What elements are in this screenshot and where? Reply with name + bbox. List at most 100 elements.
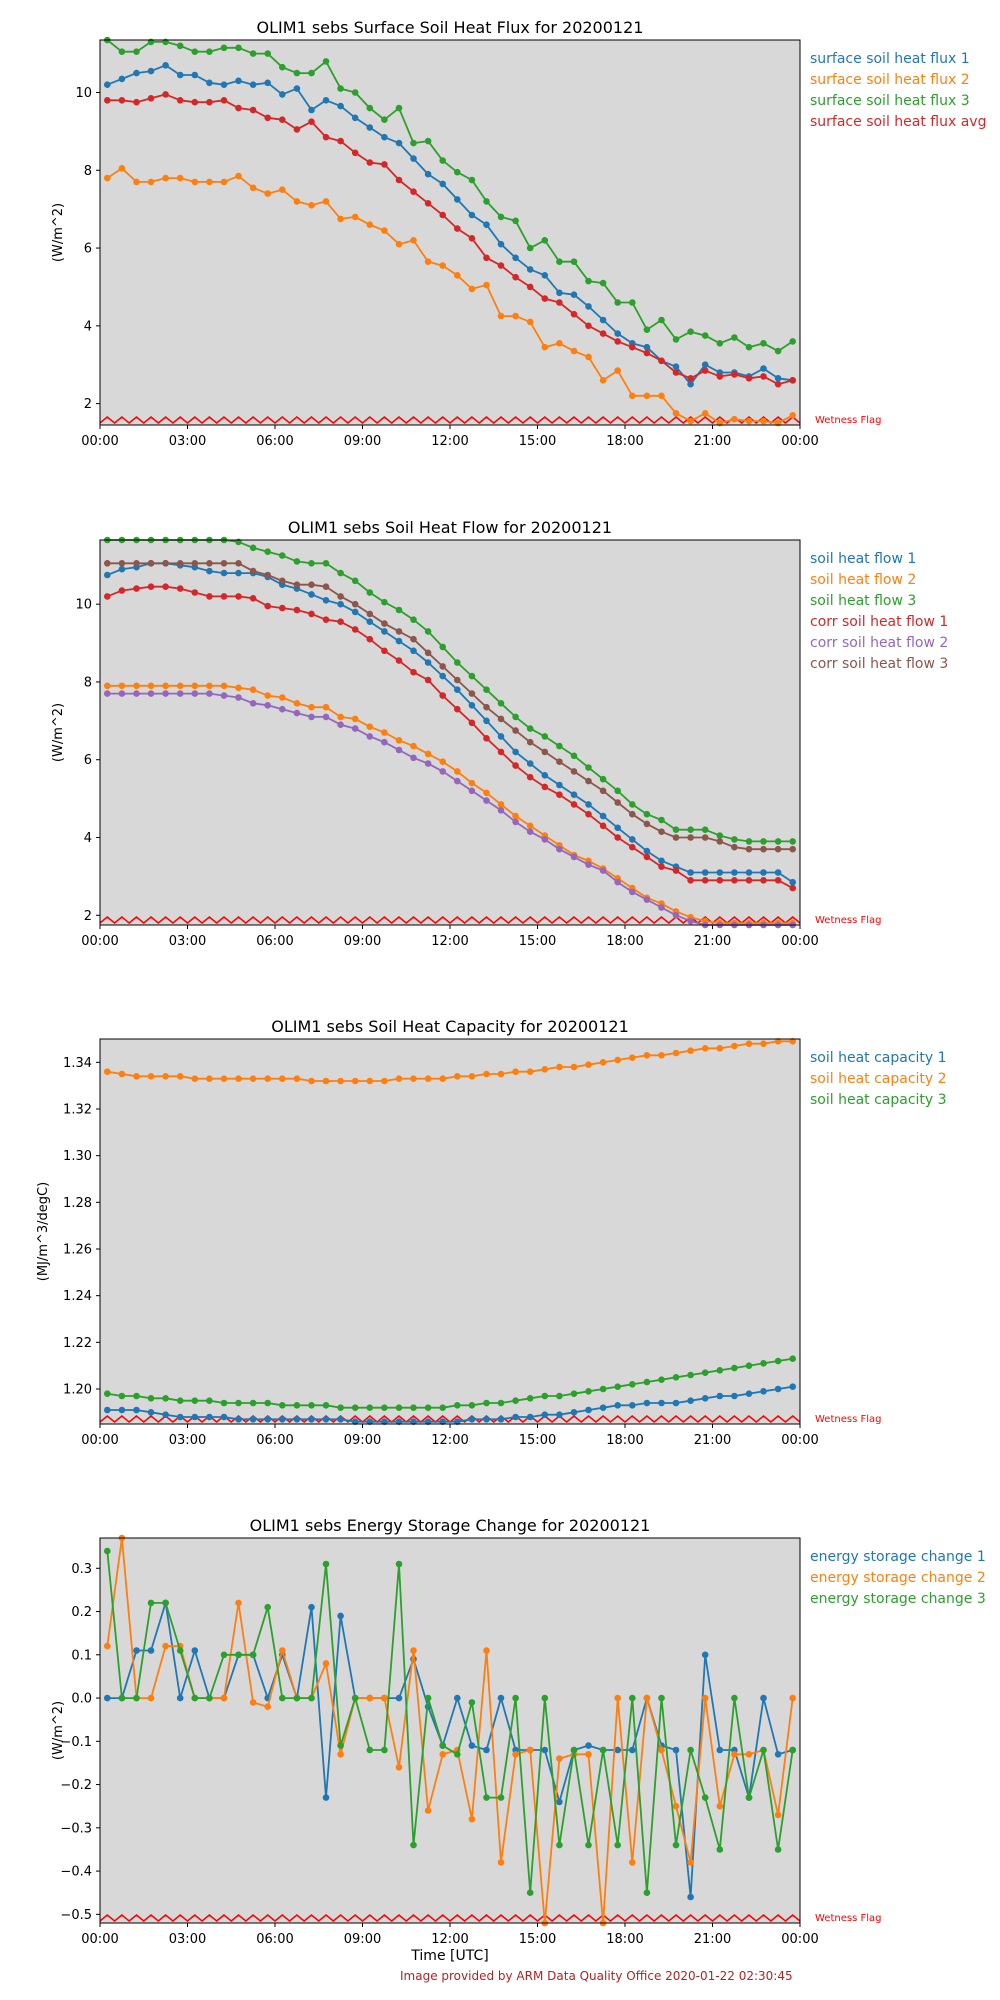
data-point: [279, 694, 286, 701]
data-point: [395, 1418, 403, 1425]
data-point: [731, 334, 738, 341]
data-point: [541, 1066, 549, 1073]
data-point: [191, 48, 199, 55]
data-point: [468, 672, 476, 680]
data-point: [118, 1392, 126, 1400]
data-point: [308, 560, 315, 567]
data-point: [395, 176, 403, 184]
data-point: [454, 272, 461, 279]
data-point: [235, 569, 242, 577]
data-point: [614, 824, 621, 832]
data-point: [293, 1694, 301, 1702]
data-point: [191, 690, 199, 697]
y-tick-label: 6: [84, 753, 92, 768]
data-point: [308, 703, 315, 711]
data-point: [483, 1070, 490, 1078]
data-point: [570, 1409, 578, 1416]
x-tick-label: 18:00: [606, 1433, 643, 1448]
data-point: [308, 610, 315, 618]
data-point: [760, 877, 767, 884]
data-point: [206, 48, 213, 55]
data-point: [147, 1395, 155, 1402]
data-point: [731, 1364, 738, 1372]
data-point: [249, 686, 257, 693]
y-tick-label: 1.34: [63, 1056, 92, 1071]
data-point: [191, 560, 199, 567]
data-point: [599, 775, 607, 783]
data-point: [395, 637, 403, 645]
data-point: [789, 884, 796, 892]
series-line: [106, 1550, 794, 1894]
data-point: [541, 1746, 549, 1754]
data-point: [308, 1077, 315, 1085]
data-point: [220, 560, 228, 567]
data-point: [424, 676, 432, 684]
data-point: [133, 1647, 140, 1654]
x-tick-label: 00:00: [781, 1433, 818, 1448]
data-point: [176, 1647, 184, 1654]
data-point: [118, 97, 126, 104]
data-point: [658, 357, 665, 365]
data-point: [220, 692, 228, 699]
data-point: [599, 1059, 607, 1066]
data-point: [279, 705, 286, 713]
data-point: [701, 869, 709, 876]
data-point: [410, 635, 417, 643]
x-tick-label: 21:00: [694, 1433, 731, 1448]
data-point: [162, 560, 169, 567]
data-point: [410, 188, 417, 195]
data-point: [497, 748, 505, 756]
wetness-flag-label: Wetness Flag: [815, 415, 881, 426]
data-point: [643, 847, 651, 855]
data-point: [249, 81, 257, 88]
y-tick-label: −0.5: [60, 1908, 92, 1923]
data-point: [672, 1841, 680, 1849]
data-point: [774, 1751, 782, 1758]
data-point: [410, 1418, 417, 1425]
data-point: [118, 560, 126, 567]
data-point: [483, 789, 490, 797]
data-point: [745, 1040, 753, 1047]
data-point: [133, 682, 140, 690]
data-point: [235, 560, 242, 567]
x-tick-label: 00:00: [81, 934, 118, 949]
data-point: [774, 347, 782, 355]
data-point: [220, 569, 228, 577]
data-point: [483, 1399, 490, 1407]
data-point: [512, 727, 519, 734]
data-point: [293, 1416, 301, 1423]
data-point: [672, 867, 680, 874]
data-point: [191, 1413, 199, 1421]
data-point: [264, 692, 272, 699]
y-tick-label: −0.4: [60, 1865, 92, 1880]
data-point: [293, 558, 301, 565]
data-point: [308, 1402, 315, 1409]
data-point: [789, 377, 796, 384]
data-point: [337, 1416, 344, 1423]
data-point: [249, 1399, 257, 1407]
data-point: [701, 877, 709, 884]
x-tick-label: 15:00: [519, 934, 556, 949]
data-point: [556, 742, 563, 750]
data-point: [614, 1383, 621, 1390]
data-point: [526, 283, 534, 291]
data-point: [585, 801, 592, 808]
data-point: [585, 303, 592, 310]
data-point: [162, 583, 169, 590]
x-tick-label: 15:00: [519, 1433, 556, 1448]
data-point: [351, 89, 359, 96]
data-point: [424, 1418, 432, 1425]
data-point: [133, 1392, 140, 1400]
data-point: [410, 1075, 417, 1082]
data-point: [512, 254, 519, 262]
data-point: [614, 1694, 621, 1702]
wetness-flag-label: Wetness Flag: [815, 1414, 881, 1425]
data-point: [264, 79, 272, 87]
data-point: [512, 713, 519, 721]
data-point: [614, 330, 621, 337]
data-point: [570, 291, 578, 299]
data-point: [366, 159, 374, 166]
data-point: [745, 1751, 753, 1758]
data-point: [191, 1075, 199, 1082]
data-point: [249, 50, 257, 57]
